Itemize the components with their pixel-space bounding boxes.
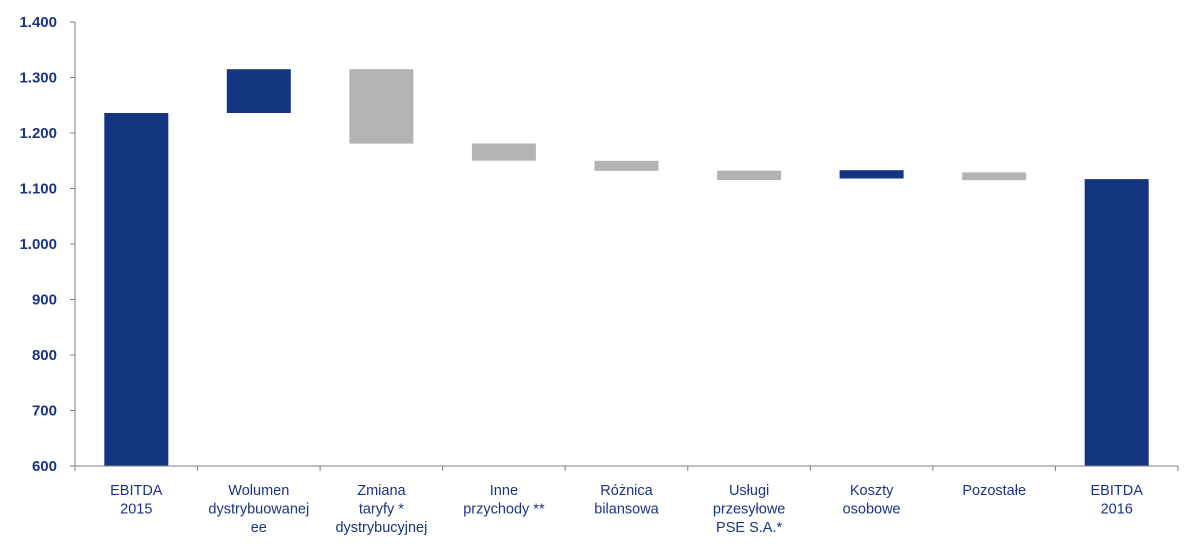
- y-tick-label: 900: [32, 292, 57, 309]
- x-category-label-line: Różnica: [600, 483, 653, 499]
- y-tick-label: 1.400: [19, 14, 57, 31]
- bar-decrease: [594, 160, 659, 171]
- x-category-label-line: taryfy *: [359, 502, 404, 518]
- x-category-label: Zmiana taryfy * dystrybucyjnej: [335, 483, 427, 536]
- y-tick-label: 600: [32, 458, 57, 475]
- bar-increase: [226, 69, 291, 113]
- x-category-label: Koszty osobowe: [843, 483, 901, 518]
- bar-decrease: [471, 143, 536, 161]
- y-tick-label: 700: [32, 403, 57, 420]
- x-category-label-line: Usługi: [729, 483, 769, 499]
- x-category-label-line: przychody **: [463, 502, 545, 518]
- x-category-label-line: osobowe: [843, 502, 901, 518]
- x-category-label-line: ee: [251, 520, 267, 536]
- x-category-label-line: bilansowa: [594, 502, 659, 518]
- bar-decrease: [962, 172, 1027, 181]
- x-category-label: EBITDA 2016: [1091, 483, 1144, 518]
- bar-decrease: [349, 69, 414, 144]
- x-category-label-line: Pozostałe: [962, 483, 1026, 499]
- x-category-label-line: EBITDA: [1091, 483, 1144, 499]
- x-axis: EBITDA 2015 Wolumen dystrybuowanej ee Zmiana t…: [74, 465, 1179, 536]
- y-axis: 600 700 800 900 1.000 1.100 1.200 1.300 1.400: [19, 14, 76, 475]
- x-category-label-line: Wolumen: [228, 483, 289, 499]
- y-tick-label: 1.000: [19, 236, 57, 253]
- bar-increase: [839, 170, 904, 179]
- bar-total: [1084, 179, 1149, 466]
- x-category-label-line: Inne: [490, 483, 518, 499]
- x-category-label-line: dystrybuowanej: [208, 502, 309, 518]
- bar-decrease: [717, 170, 782, 181]
- y-tick-label: 1.300: [19, 70, 57, 87]
- x-category-label: Usługi przesyłowe PSE S.A.*: [713, 483, 786, 536]
- x-category-label-line: PSE S.A.*: [716, 520, 782, 536]
- x-category-label: Wolumen dystrybuowanej ee: [208, 483, 309, 536]
- x-category-label-line: 2015: [120, 502, 152, 518]
- x-category-label: Różnica bilansowa: [594, 483, 659, 518]
- x-category-label-line: Koszty: [850, 483, 894, 499]
- x-category-label: Inne przychody **: [463, 483, 545, 518]
- x-category-label-line: Zmiana: [357, 483, 406, 499]
- x-category-label-line: przesyłowe: [713, 502, 786, 518]
- y-tick-label: 1.200: [19, 125, 57, 142]
- y-tick-label: 1.100: [19, 181, 57, 198]
- x-category-label-line: 2016: [1101, 502, 1133, 518]
- x-category-label: Pozostałe: [962, 483, 1026, 499]
- bar-total: [104, 113, 169, 466]
- x-category-label: EBITDA 2015: [110, 483, 163, 518]
- x-category-label-line: EBITDA: [110, 483, 163, 499]
- x-category-label-line: dystrybucyjnej: [335, 520, 427, 536]
- y-tick-label: 800: [32, 347, 57, 364]
- bars-group: [104, 69, 1149, 466]
